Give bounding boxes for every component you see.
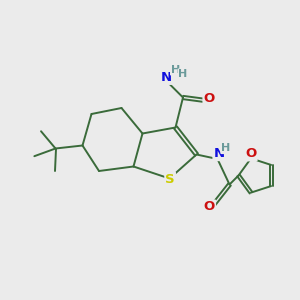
Text: H: H bbox=[178, 69, 188, 80]
Text: S: S bbox=[165, 172, 175, 186]
Text: O: O bbox=[203, 92, 215, 106]
Text: O: O bbox=[245, 147, 256, 161]
Text: O: O bbox=[204, 200, 215, 214]
Text: N: N bbox=[161, 71, 172, 84]
Text: H: H bbox=[221, 143, 230, 153]
Text: H: H bbox=[171, 64, 180, 75]
Text: N: N bbox=[213, 147, 225, 160]
